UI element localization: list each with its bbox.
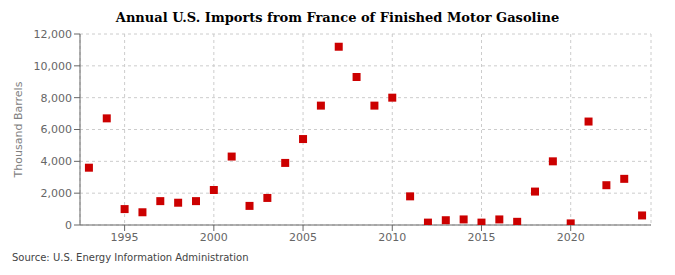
svg-text:4,000: 4,000 — [41, 155, 73, 168]
svg-text:Thousand Barrels: Thousand Barrels — [12, 81, 25, 178]
svg-text:12,000: 12,000 — [34, 28, 73, 41]
svg-text:10,000: 10,000 — [34, 60, 73, 73]
html-text:Source: U.S. Energy Informatio: Source: U.S. Energy Information Administ… — [12, 252, 249, 263]
svg-text:2015: 2015 — [467, 231, 495, 244]
svg-text:0: 0 — [65, 219, 72, 232]
svg-text:2010: 2010 — [378, 231, 406, 244]
svg-text:2005: 2005 — [289, 231, 317, 244]
svg-text:6,000: 6,000 — [41, 123, 73, 136]
html-text:Annual U.S. Imports from Franc: Annual U.S. Imports from France of Finis… — [115, 10, 560, 25]
svg-text:8,000: 8,000 — [41, 92, 73, 105]
svg-text:2000: 2000 — [200, 231, 228, 244]
svg-text:2,000: 2,000 — [41, 187, 73, 200]
svg-text:2020: 2020 — [557, 231, 585, 244]
svg-text:1995: 1995 — [111, 231, 139, 244]
